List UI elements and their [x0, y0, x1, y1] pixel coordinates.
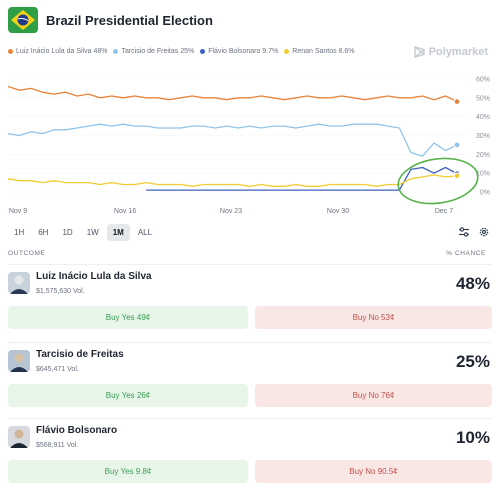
series-endpoint-tarcisio-de-freitas [453, 141, 461, 149]
chance-value: 25% [455, 352, 490, 371]
series-line-renan-santos [7, 174, 458, 187]
y-tick-label: 60% [476, 77, 490, 84]
avatar [8, 426, 30, 448]
buy-no-button[interactable]: Buy No 90.5¢ [255, 460, 492, 483]
chart-legend: Luiz Inácio Lula da Silva 48% Tarcisio d… [8, 48, 361, 55]
buy-yes-button[interactable]: Buy Yes 49¢ [8, 306, 248, 329]
outcome-table-header: OUTCOME % CHANCE [8, 250, 492, 262]
timeframe-all[interactable]: ALL [137, 228, 153, 237]
legend-label: Renan Santos 8.6% [292, 48, 355, 55]
y-tick-label: 10% [476, 171, 490, 178]
legend-item-flavio: Flávio Bolsonaro 9.7% [200, 48, 278, 55]
row-divider [8, 418, 492, 419]
timeframe-6h[interactable]: 6H [38, 228, 49, 237]
x-tick-label: Nov 16 [114, 208, 136, 215]
outcome-row-tarcisio[interactable]: Tarcisio de Freitas $645,471 Vol. 25% Bu… [8, 342, 492, 418]
outcome-row-flavio[interactable]: Flávio Bolsonaro $568,911 Vol. 10% Buy Y… [8, 418, 492, 492]
series-line-tarcisio-de-freitas [7, 123, 458, 157]
polymarket-icon [414, 46, 425, 58]
page-title: Brazil Presidential Election [46, 12, 213, 28]
x-tick-label: Nov 30 [327, 208, 349, 215]
chance-value: 10% [455, 428, 490, 447]
legend-dot [284, 49, 290, 54]
series-endpoint-luiz-in-cio-lula-da-silva [453, 98, 461, 105]
outcome-row-lula[interactable]: Luiz Inácio Lula da Silva $1,575,630 Vol… [8, 264, 492, 340]
legend-label: Luiz Inácio Lula da Silva 48% [16, 48, 108, 55]
candidate-volume: $645,471 Vol. [36, 366, 79, 373]
row-divider [8, 342, 492, 343]
candidate-volume: $1,575,630 Vol. [36, 288, 85, 295]
annotation-circle [397, 157, 479, 205]
legend-item-renan: Renan Santos 8.6% [284, 48, 355, 55]
buy-no-button[interactable]: Buy No 53¢ [255, 306, 492, 329]
candidate-volume: $568,911 Vol. [36, 442, 79, 449]
timeframe-1w[interactable]: 1W [86, 228, 99, 237]
x-tick-label: Nov 23 [220, 208, 242, 215]
legend-item-lula: Luiz Inácio Lula da Silva 48% [8, 48, 107, 55]
legend-label: Flávio Bolsonaro 9.7% [208, 48, 279, 55]
buy-yes-button[interactable]: Buy Yes 9.8¢ [8, 460, 248, 483]
avatar [8, 272, 30, 294]
series-line-fl-vio-bolsonaro [146, 166, 458, 191]
brand-name: Polymarket [428, 46, 488, 58]
outcome-column-label: OUTCOME [8, 250, 46, 257]
brazil-flag-icon [8, 7, 38, 33]
x-tick-label: Nov 9 [9, 208, 27, 215]
x-tick-label: Dec 7 [435, 208, 453, 215]
legend-dot [8, 49, 13, 54]
chart-svg: 60% 50% 40% 30% 20% 10% 0% Nov 9 Nov 16 Nov 23 Nov… [7, 77, 490, 215]
y-tick-label: 40% [476, 114, 490, 121]
sliders-icon[interactable] [458, 225, 470, 237]
gear-icon[interactable] [478, 225, 490, 237]
chance-column-label: % CHANCE [446, 250, 486, 257]
candidate-name: Flávio Bolsonaro [36, 425, 118, 436]
legend-label: Tarcisio de Freitas 25% [121, 48, 195, 55]
buy-yes-button[interactable]: Buy Yes 26¢ [8, 384, 248, 407]
market-header: Brazil Presidential Election [8, 6, 213, 34]
polymarket-logo: Polymarket [414, 46, 488, 58]
y-tick-label: 20% [476, 152, 490, 159]
timeframe-1m[interactable]: 1M [106, 224, 130, 241]
legend-dot [200, 49, 206, 54]
timeframe-selector: 1H 6H 1D 1W 1M ALL [8, 224, 160, 241]
series-line-luiz-in-cio-lula-da-silva [7, 85, 458, 103]
legend-item-tarcisio: Tarcisio de Freitas 25% [113, 48, 194, 55]
chance-value: 48% [455, 274, 490, 293]
candidate-name: Luiz Inácio Lula da Silva [36, 271, 152, 282]
row-divider [8, 264, 492, 265]
avatar [8, 350, 30, 372]
buy-no-button[interactable]: Buy No 76¢ [255, 384, 492, 407]
legend-dot [113, 49, 119, 54]
candidate-name: Tarcisio de Freitas [36, 349, 124, 360]
timeframe-1d[interactable]: 1D [62, 228, 73, 237]
y-tick-label: 0% [480, 190, 490, 197]
timeframe-1h[interactable]: 1H [14, 228, 25, 237]
chart-tools [450, 225, 490, 237]
series-endpoint-renan-santos [453, 172, 461, 180]
price-chart: 60% 50% 40% 30% 20% 10% 0% Nov 9 Nov 16 Nov 23 Nov… [0, 70, 500, 220]
y-tick-label: 50% [476, 95, 490, 102]
y-tick-label: 30% [476, 133, 490, 140]
